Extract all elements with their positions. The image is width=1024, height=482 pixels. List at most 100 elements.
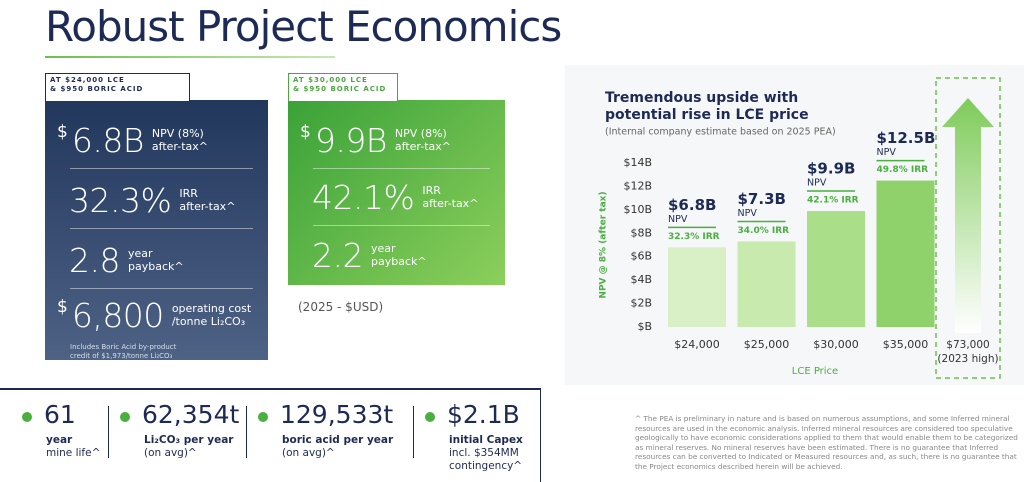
metric-label-line: year [127,247,153,260]
highlight-label: initial Capex incl. $354MM contingency^ [449,434,523,473]
highlight-dot [425,412,435,422]
metric-value: 2.2 [312,235,363,275]
card-tag: AT $24,000 LCE & $950 BORIC ACID [45,73,190,101]
metric-label: NPV (8%) after-tax^ [152,127,208,153]
bar-irr-label: 32.3% IRR [668,232,720,242]
currency-note: (2025 - $USD) [298,300,384,314]
highlight-label: Li₂CO₃ per year (on avg)^ [144,434,233,460]
highlight-value: 62,354t [142,400,240,429]
bar-irr-label: 34.0% IRR [738,226,790,236]
bar-sublabel: NPV [738,208,758,219]
highlight-label: boric acid per year (on avg)^ [282,434,393,460]
highlight-value: 61 [44,400,76,429]
metric-label: NPV (8%) after-tax^ [395,127,451,153]
metric-divider [70,288,253,289]
annotation-frame [935,77,1001,379]
metric-label-line: IRR [422,184,441,197]
metric-divider [70,168,253,169]
upside-arrow [942,98,994,333]
slide-title: Robust Project Economics [45,2,562,51]
metric-label-line: payback^ [127,260,184,273]
metric-label-line: IRR [179,187,198,200]
metric-label-line: payback^ [370,255,427,268]
highlight-label-line: contingency^ [449,460,523,472]
metric-row: $6.8B NPV (8%) after-tax^ [57,118,208,162]
metric-label-line: after-tax^ [179,200,236,213]
highlight-label-line: incl. $354MM [449,447,519,459]
metric-row: 32.3% IRR after-tax^ [57,178,235,222]
metric-label-line: /tonne Li₂CO₃ [171,315,246,328]
highlight-dot [258,412,268,422]
x-tick-label: $35,000 [883,338,929,351]
metric-label-line: NPV (8%) [151,127,204,140]
title-underline [45,56,335,58]
bar-sublabel: NPV [807,178,827,189]
chart-title: potential rise in LCE price [605,107,809,123]
y-tick-label: $10B [623,203,652,216]
metric-row: 2.8 year payback^ [57,238,184,282]
card-tag-line: & $950 BORIC ACID [293,85,387,93]
metric-prefix: $ [57,297,68,317]
highlight-value: $2.1B [447,400,520,429]
x-axis-label: LCE Price [792,366,838,377]
annotation-label: $73,000 [946,339,989,351]
y-axis-label: NPV @ 8% (after tax) [599,191,609,298]
highlight-label-line: Li₂CO₃ per year [144,434,234,446]
metric-value: 2.8 [69,240,120,280]
highlights-strip [0,388,541,482]
metric-value: 6.8B [71,120,145,160]
y-tick-label: $8B [630,226,652,239]
highlight-divider [246,406,247,458]
bar-sublabel: NPV [668,214,688,225]
bar-value-label: $7.3B [738,190,786,208]
metric-value: 9.9B [314,120,388,160]
y-tick-label: $B [637,320,652,333]
highlight-label-line: boric acid per year [282,434,394,446]
metric-card: $9.9B NPV (8%) after-tax^ 42.1% IRR after-tax… [288,100,505,285]
highlight-dot [120,412,130,422]
x-tick-label: $24,000 [674,338,720,351]
metric-label-line: after-tax^ [422,197,479,210]
chart-panel [565,65,1024,385]
x-tick-label: $30,000 [813,338,859,351]
metric-value: 42.1% [312,177,415,217]
metric-card: $6.8B NPV (8%) after-tax^ 32.3% IRR after-tax… [45,100,268,360]
metric-label: IRR after-tax^ [179,187,235,213]
highlight-dot [22,412,32,422]
metric-label: IRR after-tax^ [422,184,478,210]
y-tick-label: $2B [630,297,652,310]
metric-divider [313,225,490,226]
metric-row: $9.9B NPV (8%) after-tax^ [300,118,451,162]
metric-label-line: year [370,242,396,255]
metric-row: 2.2 year payback^ [300,233,427,277]
highlight-label-line: mine life^ [46,447,101,459]
metric-row: $6,800 operating cost/tonne Li₂CO₃ [57,293,251,337]
footnote: ^ The PEA is preliminary in nature and i… [635,414,1018,471]
metric-label-line: operating cost [171,302,252,315]
y-tick-label: $12B [623,179,652,192]
chart-title: Tremendous upside with [605,90,798,106]
bar-value-label: $12.5B [877,129,936,147]
bar [876,180,935,327]
y-tick-label: $14B [623,156,652,169]
metric-row: 42.1% IRR after-tax^ [300,175,478,219]
metric-label: year payback^ [128,247,184,273]
highlight-label-line: year [46,434,73,446]
metric-value: 32.3% [69,180,172,220]
bar [737,241,796,327]
card-tag-line: AT $24,000 LCE [50,76,125,84]
card-tag-line: AT $30,000 LCE [293,76,368,84]
bar-sublabel: NPV [877,147,897,158]
y-tick-label: $4B [630,273,652,286]
chart-subtitle: (Internal company estimate based on 2025… [605,127,836,138]
metric-label: year payback^ [371,242,427,268]
card-tag-line: & $950 BORIC ACID [50,85,144,93]
bar-value-label: $9.9B [807,160,855,178]
highlight-label: year mine life^ [46,434,100,460]
annotation-label: (2023 high) [937,353,998,365]
card-tag: AT $30,000 LCE & $950 BORIC ACID [288,73,398,101]
metric-prefix: $ [300,122,311,142]
x-tick-label: $25,000 [744,338,790,351]
metric-value: 6,800 [71,295,164,335]
